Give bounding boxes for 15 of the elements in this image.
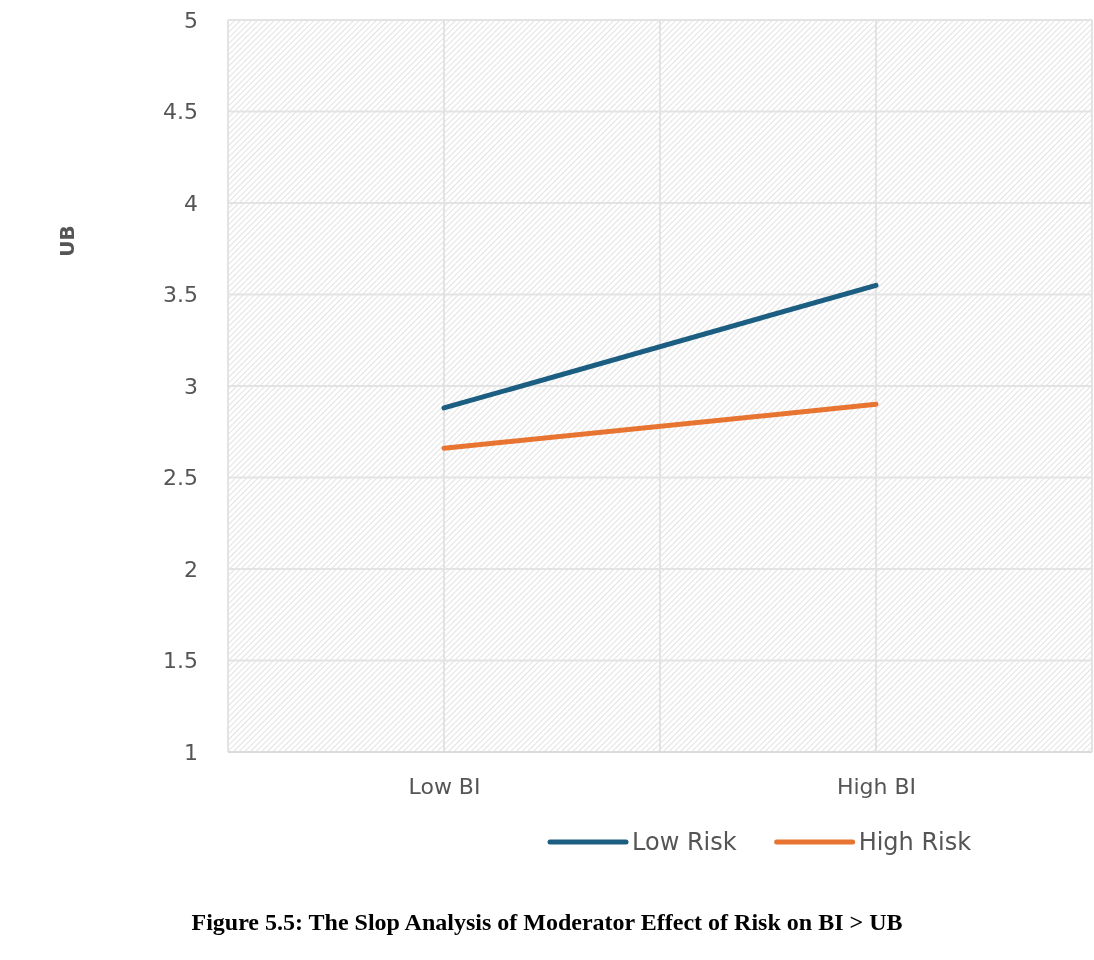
y-axis-title: UB xyxy=(55,225,79,257)
caption: Figure 5.5: The Slop Analysis of Moderator Effect of Risk on BI > UB xyxy=(191,909,903,935)
y-tick-label: 1.5 xyxy=(163,648,198,674)
y-tick-label: 1 xyxy=(184,739,198,765)
y-tick-label: 3.5 xyxy=(163,282,198,308)
x-tick-label: Low BI xyxy=(408,773,481,799)
y-tick-label: 2.5 xyxy=(163,465,198,491)
legend-label: Low Risk xyxy=(632,828,737,856)
y-tick-label: 2 xyxy=(184,556,198,582)
x-tick-label: High BI xyxy=(836,773,917,799)
y-tick-label: 5 xyxy=(184,7,198,33)
y-tick-label: 4 xyxy=(184,190,198,216)
legend-label: High Risk xyxy=(858,828,972,856)
y-tick-label: 4.5 xyxy=(163,99,198,125)
y-tick-label: 3 xyxy=(184,373,198,399)
